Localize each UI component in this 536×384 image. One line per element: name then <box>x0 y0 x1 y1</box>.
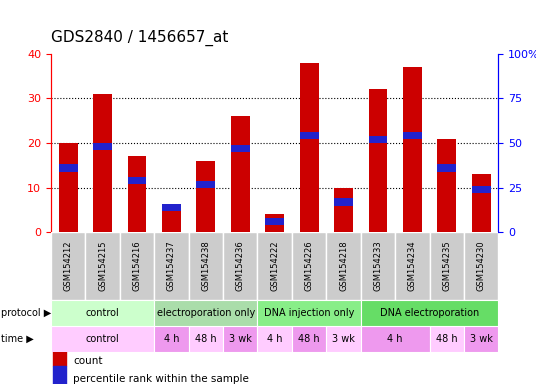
Text: GSM154230: GSM154230 <box>477 241 486 291</box>
Bar <box>93 143 112 150</box>
Text: GSM154216: GSM154216 <box>132 241 142 291</box>
Bar <box>395 232 430 300</box>
Text: 3 wk: 3 wk <box>332 334 355 344</box>
Bar <box>437 139 456 232</box>
Text: 48 h: 48 h <box>299 334 320 344</box>
Bar <box>403 67 422 232</box>
Text: GSM154233: GSM154233 <box>374 240 383 291</box>
Bar <box>154 232 189 300</box>
Bar <box>292 232 326 300</box>
Bar <box>223 326 257 352</box>
Text: 48 h: 48 h <box>195 334 217 344</box>
Bar <box>464 326 498 352</box>
Bar <box>120 232 154 300</box>
Text: GSM154237: GSM154237 <box>167 240 176 291</box>
Bar <box>334 188 353 232</box>
Bar <box>403 132 422 139</box>
Text: GSM154236: GSM154236 <box>236 240 245 291</box>
Bar <box>154 300 257 326</box>
Text: GSM154215: GSM154215 <box>98 241 107 291</box>
Text: protocol ▶: protocol ▶ <box>1 308 51 318</box>
Bar <box>437 164 456 172</box>
Bar <box>93 94 112 232</box>
Text: GSM154226: GSM154226 <box>304 241 314 291</box>
Bar <box>128 177 146 184</box>
Text: DNA electroporation: DNA electroporation <box>380 308 479 318</box>
Text: 4 h: 4 h <box>388 334 403 344</box>
Text: GSM154238: GSM154238 <box>202 240 210 291</box>
Bar <box>58 164 78 172</box>
Bar <box>257 300 361 326</box>
Text: electroporation only: electroporation only <box>157 308 255 318</box>
Bar <box>58 143 78 232</box>
Bar <box>361 326 430 352</box>
Bar <box>300 63 318 232</box>
Bar <box>257 232 292 300</box>
Text: GSM154222: GSM154222 <box>270 241 279 291</box>
Text: percentile rank within the sample: percentile rank within the sample <box>73 374 249 384</box>
Text: control: control <box>86 308 120 318</box>
Text: GSM154235: GSM154235 <box>442 241 451 291</box>
Bar <box>361 300 498 326</box>
Bar <box>154 326 189 352</box>
Text: GSM154212: GSM154212 <box>64 241 73 291</box>
Bar <box>51 300 154 326</box>
Bar <box>326 326 361 352</box>
Bar <box>265 218 284 225</box>
Text: 4 h: 4 h <box>163 334 179 344</box>
Bar <box>223 232 257 300</box>
Bar <box>326 232 361 300</box>
Bar <box>162 204 181 211</box>
Bar <box>369 136 388 143</box>
Bar <box>196 180 215 188</box>
Bar <box>196 161 215 232</box>
Bar <box>292 326 326 352</box>
Text: GSM154218: GSM154218 <box>339 241 348 291</box>
Bar <box>430 326 464 352</box>
Bar <box>430 232 464 300</box>
Text: GDS2840 / 1456657_at: GDS2840 / 1456657_at <box>51 30 228 46</box>
Bar <box>53 366 66 384</box>
Bar <box>51 326 154 352</box>
Bar <box>189 326 223 352</box>
Text: DNA injection only: DNA injection only <box>264 308 354 318</box>
Bar <box>189 232 223 300</box>
Text: 3 wk: 3 wk <box>470 334 493 344</box>
Bar <box>231 116 250 232</box>
Bar <box>257 326 292 352</box>
Text: 48 h: 48 h <box>436 334 458 344</box>
Text: GSM154234: GSM154234 <box>408 241 417 291</box>
Bar <box>231 145 250 152</box>
Text: time ▶: time ▶ <box>1 334 34 344</box>
Bar <box>51 232 85 300</box>
Text: control: control <box>86 334 120 344</box>
Bar <box>300 132 318 139</box>
Bar <box>53 349 66 366</box>
Bar <box>464 232 498 300</box>
Bar <box>369 89 388 232</box>
Bar <box>472 174 491 232</box>
Text: 3 wk: 3 wk <box>229 334 252 344</box>
Bar <box>472 186 491 193</box>
Text: count: count <box>73 356 103 366</box>
Bar <box>128 156 146 232</box>
Bar <box>85 232 120 300</box>
Bar <box>265 214 284 232</box>
Bar <box>334 199 353 205</box>
Bar <box>361 232 395 300</box>
Bar <box>162 210 181 232</box>
Text: 4 h: 4 h <box>267 334 282 344</box>
